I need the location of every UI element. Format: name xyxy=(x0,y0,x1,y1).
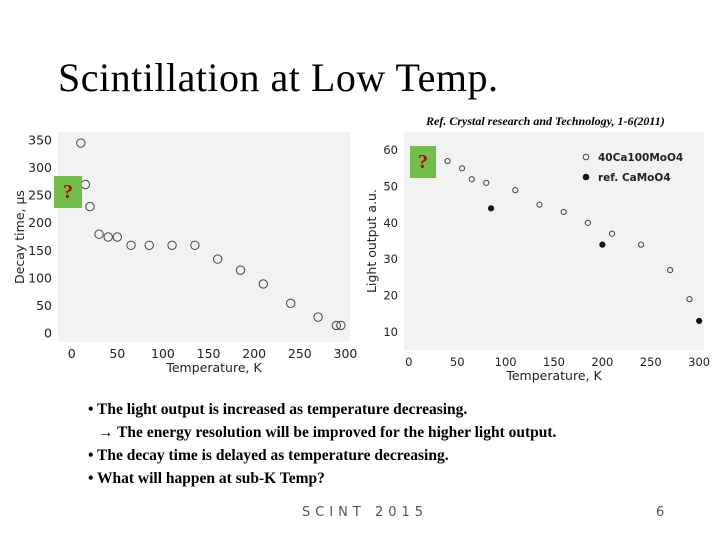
data-point xyxy=(487,205,495,212)
question-box-right: ? xyxy=(410,146,436,178)
data-point xyxy=(85,201,95,212)
x-tick-label: 150 xyxy=(197,346,221,361)
question-box-left: ? xyxy=(54,176,82,208)
data-point xyxy=(235,265,246,275)
data-point xyxy=(696,317,703,325)
bullet-item: • What will happen at sub-K Temp? xyxy=(88,470,325,487)
data-point xyxy=(512,187,519,194)
x-tick-label: 300 xyxy=(688,355,710,369)
y-tick-label: 200 xyxy=(28,215,52,230)
y-tick-label: 60 xyxy=(383,143,398,157)
data-point xyxy=(331,320,342,331)
legend-marker xyxy=(582,173,590,181)
x-tick-label: 200 xyxy=(591,355,613,369)
data-point xyxy=(637,241,645,248)
x-tick-label: 100 xyxy=(495,355,517,369)
x-tick-label: 0 xyxy=(405,355,412,369)
decay-time-plot: 0 50 100 150 200 250 300 0 50 100 150 200 250 300 350 T… xyxy=(10,128,358,380)
x-tick-label: 0 xyxy=(68,346,76,361)
data-point xyxy=(468,176,475,183)
y-tick-label: 0 xyxy=(44,326,52,341)
legend-label: ref. CaMoO4 xyxy=(598,172,671,184)
data-point xyxy=(483,179,490,186)
data-point xyxy=(599,241,606,248)
plot-area xyxy=(404,132,704,350)
y-tick-label: 40 xyxy=(383,216,398,230)
y-tick-label: 10 xyxy=(383,325,398,339)
x-tick-label: 100 xyxy=(151,346,175,361)
y-axis-label: Decay time, μs xyxy=(12,190,27,284)
x-tick-label: 200 xyxy=(242,346,266,361)
y-tick-label: 300 xyxy=(28,160,52,175)
data-point xyxy=(313,312,323,322)
x-tick-label: 50 xyxy=(109,346,125,361)
data-point xyxy=(167,240,177,250)
data-point xyxy=(536,201,543,208)
data-point xyxy=(336,320,346,331)
data-point xyxy=(560,208,567,216)
x-tick-label: 300 xyxy=(334,346,358,361)
light-output-chart: 0 50 100 150 200 250 300 10 20 30 40 50 60 Temperatur… xyxy=(364,132,710,383)
data-point xyxy=(686,296,693,303)
y-tick-label: 20 xyxy=(383,289,398,303)
x-axis-label: Temperature, K xyxy=(505,368,602,383)
x-tick-label: 250 xyxy=(640,355,662,369)
data-point xyxy=(444,157,451,165)
bullet-item: • The decay time is delayed as temperatu… xyxy=(88,447,449,464)
legend-label: 40Ca100MoO4 xyxy=(598,152,683,164)
x-tick-label: 150 xyxy=(543,355,565,369)
y-tick-label: 350 xyxy=(28,132,52,147)
data-point xyxy=(667,266,674,274)
light-output-plot: 0 50 100 150 200 250 300 10 20 30 40 50 60 Temperatur… xyxy=(364,128,710,383)
y-tick-label: 100 xyxy=(28,270,52,285)
data-point xyxy=(94,229,104,239)
slide-title: Scintillation at Low Temp. xyxy=(58,55,499,100)
y-axis-label: Light output a.u. xyxy=(364,189,379,293)
y-tick-label: 150 xyxy=(28,243,52,258)
y-tick-label: 30 xyxy=(383,252,398,266)
data-point xyxy=(458,165,466,172)
footer-text: SCINT 2015 xyxy=(302,505,429,520)
data-point xyxy=(112,232,123,242)
data-point xyxy=(212,254,223,264)
data-point xyxy=(76,138,86,148)
x-tick-label: 50 xyxy=(450,355,465,369)
y-tick-label: 50 xyxy=(36,298,52,313)
x-axis-label: Temperature, K xyxy=(165,360,262,375)
page-number: 6 xyxy=(656,505,665,520)
data-point xyxy=(126,240,136,250)
bullet-list: • The light output is increased as tempe… xyxy=(88,398,556,490)
data-point xyxy=(190,240,200,250)
y-tick-label: 250 xyxy=(28,188,52,203)
y-tick-label: 50 xyxy=(383,180,398,194)
x-tick-label: 250 xyxy=(288,346,312,361)
decay-time-chart: 0 50 100 150 200 250 300 0 50 100 150 200 250 300 350 T… xyxy=(12,132,358,375)
data-point xyxy=(258,279,269,289)
legend-marker xyxy=(582,153,590,161)
plot-area xyxy=(58,132,350,342)
data-point xyxy=(285,298,296,309)
data-point xyxy=(584,219,591,226)
data-point xyxy=(103,232,113,242)
data-point xyxy=(144,240,154,250)
data-point xyxy=(608,230,616,237)
reference-citation: Ref. Crystal research and Technology, 1-… xyxy=(426,114,665,128)
bullet-item: → The energy resolution will be improved… xyxy=(98,424,557,441)
bullet-item: • The light output is increased as tempe… xyxy=(88,401,468,418)
